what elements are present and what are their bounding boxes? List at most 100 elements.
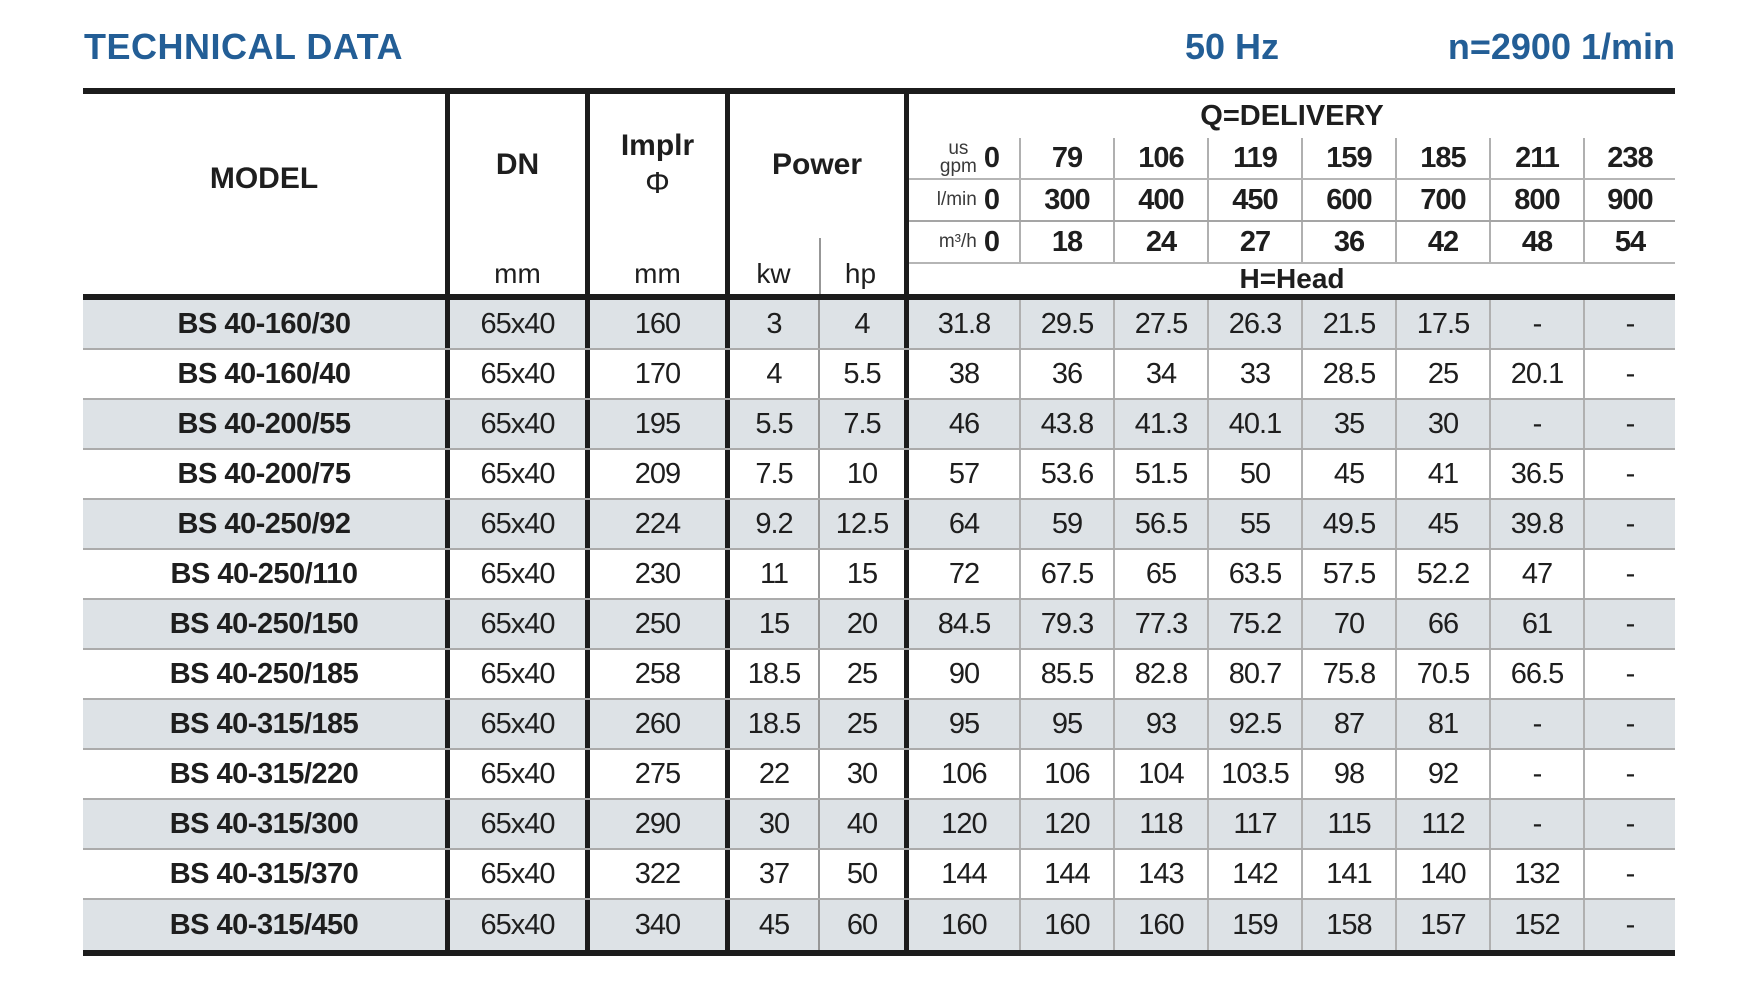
head-value-cell: 51.5 (1113, 450, 1207, 498)
flow-value-cell: 600 (1301, 180, 1395, 220)
power-hp-cell: 60 (820, 900, 909, 950)
dn-cell: 65x40 (450, 350, 590, 398)
flow-unit-label: us gpm (939, 137, 977, 177)
dn-cell: 65x40 (450, 750, 590, 798)
head-value-cell: 39.8 (1489, 500, 1583, 548)
power-hp-cell: 4 (820, 300, 909, 348)
flow-value: 238 (1607, 141, 1653, 174)
head-value-cell: 49.5 (1301, 500, 1395, 548)
impeller-cell: 230 (590, 550, 730, 598)
power-kw-cell: 30 (730, 800, 820, 848)
model-cell: BS 40-250/150 (83, 600, 450, 648)
head-value-cell: 144 (1019, 850, 1113, 898)
flow-value: 42 (1427, 225, 1459, 258)
head-value-cell: - (1583, 600, 1675, 648)
impeller-unit-label: mm (634, 258, 681, 289)
power-hp-unit-label: hp (844, 258, 877, 289)
head-value-cell: 34 (1113, 350, 1207, 398)
head-value-cell: 45 (1395, 500, 1489, 548)
head-value-cell: 106 (1019, 750, 1113, 798)
dn-cell: 65x40 (450, 800, 590, 848)
head-value-cell: 82.8 (1113, 650, 1207, 698)
head-value-cell: 81 (1395, 700, 1489, 748)
flow-value: 18 (1051, 225, 1083, 258)
head-value-cell: - (1583, 450, 1675, 498)
model-cell: BS 40-200/55 (83, 400, 450, 448)
head-value-cell: 77.3 (1113, 600, 1207, 648)
flow-value-cell: 211 (1489, 138, 1583, 178)
head-value-cell: 98 (1301, 750, 1395, 798)
power-hp-cell: 20 (820, 600, 909, 648)
model-header-label: MODEL (209, 162, 319, 195)
power-hp-cell: 50 (820, 850, 909, 898)
power-kw-cell: 7.5 (730, 450, 820, 498)
head-value-cell: 152 (1489, 900, 1583, 950)
head-value-cell: - (1583, 800, 1675, 848)
flow-value: 450 (1232, 183, 1278, 216)
power-kw-cell: 45 (730, 900, 820, 950)
head-value-cell: 70.5 (1395, 650, 1489, 698)
flow-value-cell: 400 (1113, 180, 1207, 220)
table-body: BS 40-160/30 65x40 160 3 4 31.8 29.5 27.5 26.3 21… (83, 300, 1675, 956)
flow-value: 159 (1326, 141, 1372, 174)
flow-value-cell: 54 (1583, 222, 1675, 262)
head-value-cell: 41 (1395, 450, 1489, 498)
flow-value-cell: m³/h 0 (909, 222, 1019, 262)
head-value-cell: 157 (1395, 900, 1489, 950)
head-value-cell: 56.5 (1113, 500, 1207, 548)
head-value-cell: 40.1 (1207, 400, 1301, 448)
head-value-cell: 55 (1207, 500, 1301, 548)
head-value-cell: - (1489, 300, 1583, 348)
model-cell: BS 40-160/40 (83, 350, 450, 398)
power-kw-cell: 5.5 (730, 400, 820, 448)
flow-value-cell: 800 (1489, 180, 1583, 220)
model-cell: BS 40-315/450 (83, 900, 450, 950)
impeller-header-label: Implr Φ (590, 94, 725, 236)
page-title: TECHNICAL DATA (84, 26, 403, 67)
table-row: BS 40-160/30 65x40 160 3 4 31.8 29.5 27.5 26.3 21… (83, 300, 1675, 350)
head-value-cell: 66 (1395, 600, 1489, 648)
flow-value: 400 (1138, 183, 1184, 216)
flow-value-cell: 42 (1395, 222, 1489, 262)
head-value-cell: - (1583, 350, 1675, 398)
flow-value: 27 (1239, 225, 1271, 258)
flow-unit-row-lmin: l/min 0 300 400 450 600 700 800 900 (909, 180, 1675, 222)
speed-value: n=2900 1/min (1447, 26, 1675, 67)
head-value-cell: 25 (1395, 350, 1489, 398)
head-value-cell: - (1489, 700, 1583, 748)
head-value-cell: 47 (1489, 550, 1583, 598)
head-value-cell: 106 (941, 757, 987, 790)
head-value-cell: - (1583, 650, 1675, 698)
flow-unit-row-gpm: us gpm 0 79 106 119 159 185 211 238 (909, 138, 1675, 180)
model-cell: BS 40-315/185 (83, 700, 450, 748)
flow-unit-label: l/min (936, 188, 977, 210)
head-value-cell: 45 (1301, 450, 1395, 498)
head-value-cell: 140 (1395, 850, 1489, 898)
head-value-cell: 115 (1301, 800, 1395, 848)
flow-value-cell: 24 (1113, 222, 1207, 262)
head-value-cell: 159 (1207, 900, 1301, 950)
impeller-cell: 224 (590, 500, 730, 548)
flow-value: 211 (1515, 141, 1560, 174)
model-column-header: MODEL (83, 94, 450, 294)
flow-value-cell: 238 (1583, 138, 1675, 178)
model-cell: BS 40-250/110 (83, 550, 450, 598)
head-value-cell: 67.5 (1019, 550, 1113, 598)
head-value-cell: 72 (948, 557, 980, 590)
power-hp-cell: 25 (820, 650, 909, 698)
power-hp-cell: 7.5 (820, 400, 909, 448)
flow-value: 300 (1044, 183, 1090, 216)
head-value-cell: - (1583, 850, 1675, 898)
flow-value-cell: 185 (1395, 138, 1489, 178)
spec-values: 50 Hz n=2900 1/min (1185, 26, 1675, 68)
dn-cell: 65x40 (450, 400, 590, 448)
impeller-cell: 340 (590, 900, 730, 950)
impeller-cell: 195 (590, 400, 730, 448)
dn-unit-label: mm (494, 258, 541, 289)
head-value-cell: 30 (1395, 400, 1489, 448)
head-value-cell: 53.6 (1019, 450, 1113, 498)
head-value-cell: 29.5 (1019, 300, 1113, 348)
table-row: BS 40-160/40 65x40 170 4 5.5 38 36 34 33 28.5 25 20… (83, 350, 1675, 400)
head-value-cell: 26.3 (1207, 300, 1301, 348)
